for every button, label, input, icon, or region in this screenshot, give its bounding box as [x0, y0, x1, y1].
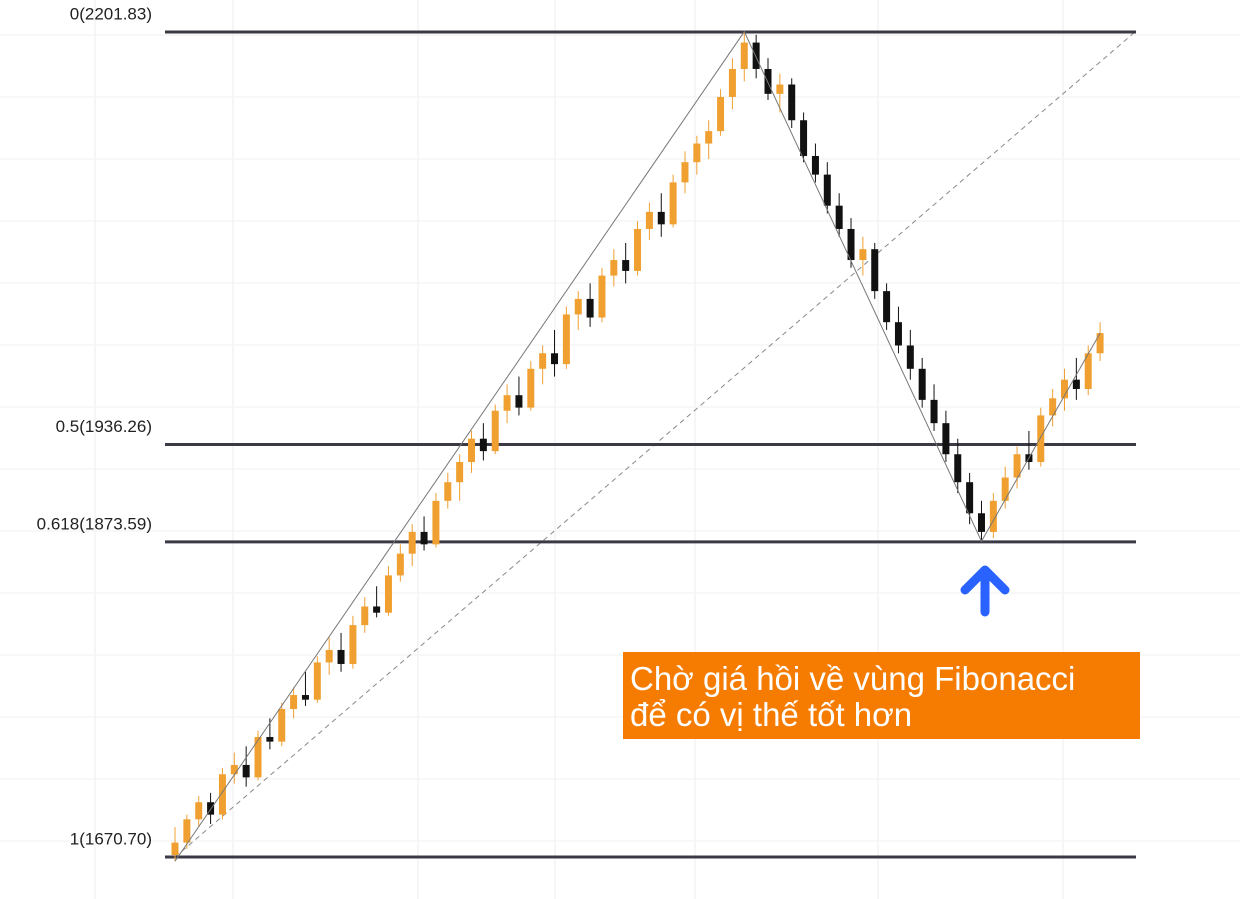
swing-line: [174, 30, 1101, 862]
candle-body: [242, 764, 250, 778]
candle-body: [313, 662, 321, 700]
candle-body: [966, 482, 974, 514]
candle-body: [752, 42, 760, 69]
candle-body: [871, 249, 879, 292]
candle-body: [551, 353, 559, 365]
candle-body: [835, 205, 843, 229]
annotation-line: để có vị thế tốt hơn: [630, 696, 912, 733]
candle-body: [254, 736, 262, 778]
candle-body: [811, 155, 819, 175]
candle-body: [681, 162, 689, 183]
candle-body: [1001, 477, 1009, 501]
candle-body: [384, 575, 392, 613]
candle-body: [906, 345, 914, 369]
candle-body: [894, 322, 902, 346]
candle-body: [977, 513, 985, 532]
candle-body: [195, 802, 203, 820]
candle-body: [859, 249, 867, 261]
candle-body: [468, 438, 475, 463]
candle-body: [562, 314, 570, 365]
candle-body: [788, 84, 796, 121]
candle-body: [717, 96, 725, 132]
candle-body: [337, 649, 345, 664]
candle-body: [586, 298, 594, 318]
candle-body: [290, 695, 298, 710]
candle-body: [918, 368, 926, 400]
candle-body: [930, 399, 938, 424]
candle-body: [1084, 353, 1092, 389]
candle-body: [610, 260, 618, 276]
candle-body: [396, 553, 404, 576]
candle-body: [527, 368, 535, 408]
candle-body: [479, 438, 487, 452]
candle-body: [349, 625, 357, 664]
candle-body: [1049, 398, 1057, 416]
candle-body: [942, 423, 950, 455]
candle-body: [361, 606, 369, 626]
up-arrow: [960, 565, 1010, 617]
fib-level-label: 0.5(1936.26): [56, 417, 152, 436]
candle-body: [325, 649, 333, 663]
candle-body: [764, 68, 772, 94]
candle-body: [207, 802, 215, 815]
candle-body: [634, 228, 642, 271]
candle-body: [800, 120, 808, 156]
candle-body: [456, 462, 464, 483]
candle-body: [574, 298, 582, 315]
candle-body: [776, 84, 784, 94]
fib-level-label: 1(1670.70): [70, 830, 152, 849]
annotation-line: Chờ giá hồi về vùng Fibonacci: [630, 660, 1075, 697]
candle-body: [171, 842, 179, 856]
candle-body: [539, 353, 547, 369]
candle-body: [669, 182, 677, 225]
candle-body: [491, 410, 499, 452]
fib-level-label: 0.618(1873.59): [37, 514, 152, 533]
fib-level-label: 0(2201.83): [70, 4, 152, 23]
candle-body: [266, 736, 274, 742]
candle-body: [278, 709, 286, 742]
candle-body: [657, 211, 665, 225]
candle-body: [1013, 454, 1021, 478]
candle-body: [954, 454, 962, 483]
annotation-box: [623, 652, 1140, 739]
candle-body: [1061, 379, 1068, 399]
candle-body: [883, 291, 891, 323]
candle-body: [408, 531, 416, 554]
candle-body: [1037, 415, 1045, 463]
candle-body: [598, 275, 606, 318]
candle-body: [847, 228, 855, 261]
candle-body: [740, 42, 748, 69]
candle-body: [420, 531, 428, 545]
candle-body: [503, 395, 511, 411]
candle-body: [989, 500, 997, 532]
candle-body: [728, 68, 736, 97]
candle-body: [1096, 333, 1104, 354]
candle-body: [1072, 379, 1080, 389]
candle-body: [183, 819, 191, 843]
candle-body: [444, 482, 452, 501]
candle-body: [230, 764, 238, 775]
candle-body: [515, 395, 523, 408]
candle-body: [705, 131, 713, 144]
candle-body: [645, 211, 653, 229]
candle-body: [301, 695, 309, 700]
candle-body: [218, 774, 226, 815]
candle-body: [693, 143, 701, 163]
candle-body: [823, 174, 831, 206]
candle-body: [432, 500, 440, 545]
candle-body: [622, 260, 630, 271]
candle-body: [373, 606, 381, 613]
